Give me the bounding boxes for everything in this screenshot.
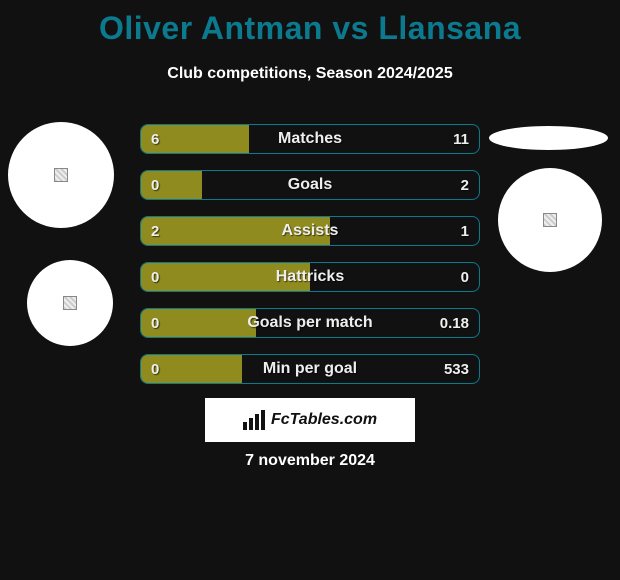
stat-label: Goals per match xyxy=(141,309,479,337)
image-placeholder-icon xyxy=(543,213,557,227)
stat-label: Goals xyxy=(141,171,479,199)
stat-value-right: 1 xyxy=(461,217,469,245)
bars-icon xyxy=(243,410,265,430)
stat-label: Min per goal xyxy=(141,355,479,383)
stat-row: 6Matches11 xyxy=(140,124,480,154)
stat-value-right: 11 xyxy=(453,125,469,153)
page-title: Oliver Antman vs Llansana xyxy=(0,0,620,47)
stat-row: 0Min per goal533 xyxy=(140,354,480,384)
comparison-chart: 6Matches110Goals22Assists10Hattricks00Go… xyxy=(140,124,480,400)
stat-row: 0Goals2 xyxy=(140,170,480,200)
stat-value-right: 2 xyxy=(461,171,469,199)
stat-row: 0Goals per match0.18 xyxy=(140,308,480,338)
brand-text: FcTables.com xyxy=(271,411,377,429)
avatar-left-top xyxy=(8,122,114,228)
page-subtitle: Club competitions, Season 2024/2025 xyxy=(0,65,620,83)
stat-row: 0Hattricks0 xyxy=(140,262,480,292)
brand-badge: FcTables.com xyxy=(205,398,415,442)
stat-value-right: 533 xyxy=(444,355,469,383)
stat-label: Assists xyxy=(141,217,479,245)
stat-label: Hattricks xyxy=(141,263,479,291)
decorative-ellipse xyxy=(489,126,608,150)
stat-label: Matches xyxy=(141,125,479,153)
date-text: 7 november 2024 xyxy=(0,452,620,470)
stat-value-right: 0.18 xyxy=(440,309,469,337)
stat-value-right: 0 xyxy=(461,263,469,291)
avatar-left-bottom xyxy=(27,260,113,346)
stat-row: 2Assists1 xyxy=(140,216,480,246)
avatar-right xyxy=(498,168,602,272)
image-placeholder-icon xyxy=(63,296,77,310)
image-placeholder-icon xyxy=(54,168,68,182)
